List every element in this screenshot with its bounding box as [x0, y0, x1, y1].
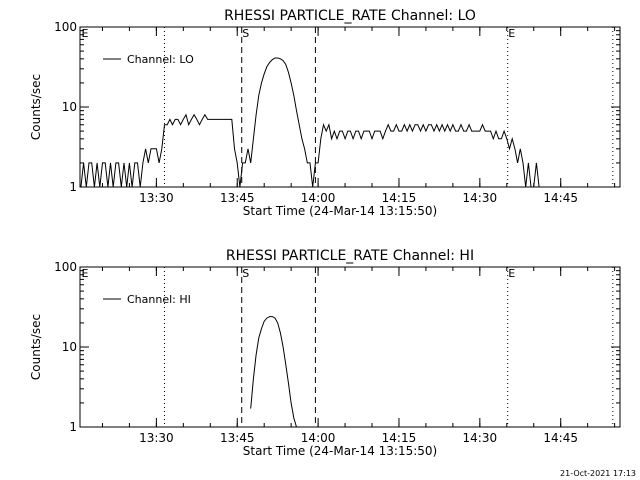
- x-axis-label: Start Time (24-Mar-14 13:15:50): [243, 204, 437, 218]
- series-line: [80, 57, 548, 187]
- chart-title: RHESSI PARTICLE_RATE Channel: HI: [226, 248, 474, 264]
- chart-panel-2: RHESSI PARTICLE_RATE Channel: HI 1 10 100 13…: [29, 248, 621, 458]
- x-tick-label: 14:30: [463, 191, 498, 205]
- event-marker-label: S: [242, 267, 249, 280]
- y-axis-label: Counts/sec: [29, 74, 43, 140]
- y-tick-label: 100: [54, 260, 77, 274]
- legend-entry: Channel: HI: [127, 293, 191, 306]
- y-tick-label: 10: [62, 340, 77, 354]
- y-axis-label: Counts/sec: [29, 314, 43, 380]
- event-marker-label: S: [242, 27, 249, 40]
- series-line: [250, 316, 297, 427]
- x-tick-label: 14:15: [382, 431, 417, 445]
- y-tick-label: 1: [69, 420, 77, 434]
- y-tick-label: 1: [69, 180, 77, 194]
- chart-title: RHESSI PARTICLE_RATE Channel: LO: [224, 8, 476, 24]
- x-tick-label: 13:30: [139, 431, 174, 445]
- event-marker-label: E: [508, 27, 515, 40]
- x-tick-label: 14:00: [301, 191, 336, 205]
- legend-entry: Channel: LO: [127, 53, 194, 66]
- chart-panel-1: RHESSI PARTICLE_RATE Channel: LO 1 10 100 13…: [29, 8, 621, 218]
- x-axis-label: Start Time (24-Mar-14 13:15:50): [243, 444, 437, 458]
- x-tick-label: 14:15: [382, 191, 417, 205]
- x-tick-label: 13:30: [139, 191, 174, 205]
- y-tick-label: 10: [62, 100, 77, 114]
- event-marker-label: E: [508, 267, 515, 280]
- x-tick-label: 14:00: [301, 431, 336, 445]
- corner-label: E: [82, 267, 89, 280]
- y-tick-label: 100: [54, 20, 77, 34]
- plot-timestamp: 21-Oct-2021 17:13: [560, 469, 636, 478]
- x-tick-label: 13:45: [220, 191, 255, 205]
- x-tick-label: 14:45: [543, 191, 578, 205]
- x-tick-label: 13:45: [220, 431, 255, 445]
- x-tick-label: 14:45: [543, 431, 578, 445]
- x-tick-label: 14:30: [463, 431, 498, 445]
- corner-label: E: [82, 27, 89, 40]
